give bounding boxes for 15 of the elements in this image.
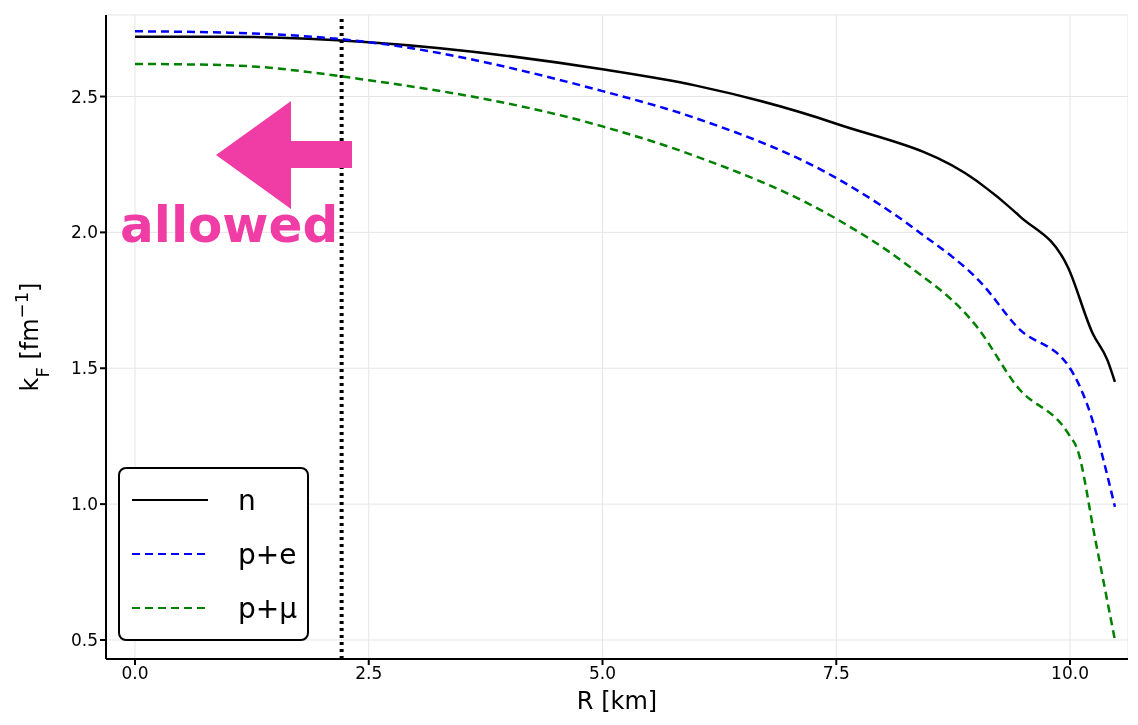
x-tick-label: 10.0 xyxy=(1051,663,1089,684)
legend-label: p+e xyxy=(238,537,297,571)
y-tick-label: 2.0 xyxy=(70,222,98,243)
annotation: allowed xyxy=(120,196,339,254)
x-tick-label: 5.0 xyxy=(588,663,617,684)
x-tick-label: 7.5 xyxy=(822,663,850,684)
x-tick-label: 0.0 xyxy=(121,663,149,684)
y-tick-label: 1.5 xyxy=(70,358,98,379)
x-tick-label: 2.5 xyxy=(355,663,383,684)
y-tick-label: 0.5 xyxy=(70,630,98,651)
y-tick-label: 2.5 xyxy=(70,86,98,107)
legend-label: p+μ xyxy=(238,591,298,625)
x-axis-title: R [km] xyxy=(576,687,658,715)
y-tick-label: 1.0 xyxy=(70,494,98,515)
legend-label: n xyxy=(238,483,256,517)
